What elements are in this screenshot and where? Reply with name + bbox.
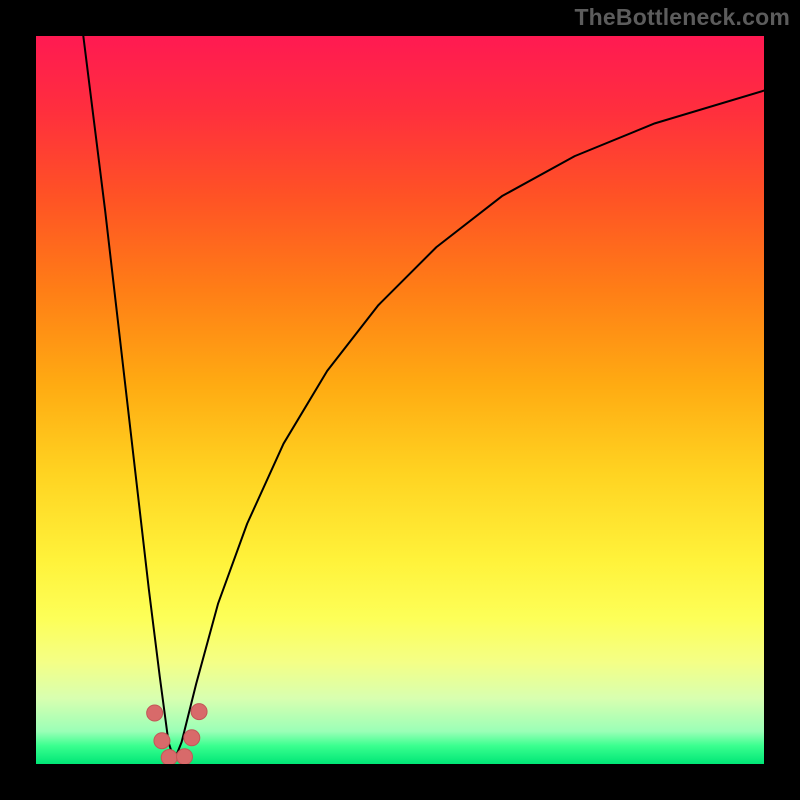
figure-canvas: TheBottleneck.com <box>0 0 800 800</box>
curve-marker <box>177 749 193 764</box>
curve-marker <box>161 749 177 764</box>
curve-marker <box>184 730 200 746</box>
plot-area <box>36 36 764 764</box>
curve-marker <box>154 733 170 749</box>
chart-svg <box>36 36 764 764</box>
curve-marker <box>191 704 207 720</box>
watermark-text: TheBottleneck.com <box>574 4 790 31</box>
curve-marker <box>147 705 163 721</box>
gradient-background <box>36 36 764 764</box>
